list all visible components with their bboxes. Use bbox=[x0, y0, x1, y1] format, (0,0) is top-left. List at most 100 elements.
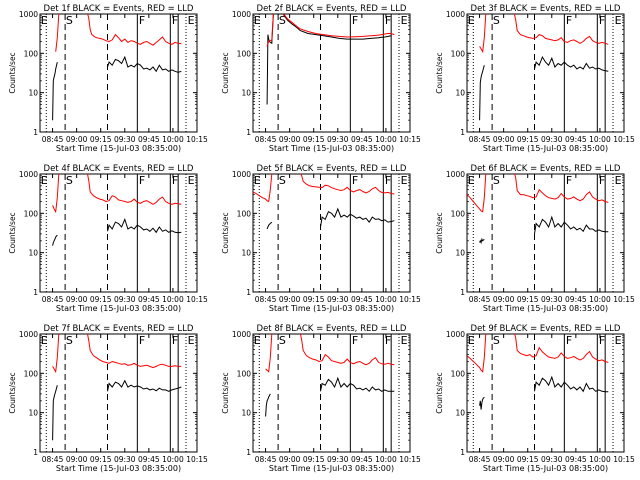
series-events-line bbox=[479, 237, 485, 245]
y-tick-label: 10 bbox=[241, 249, 251, 258]
plot-frame bbox=[39, 333, 198, 453]
panel-title: Det 2f BLACK = Events, RED = LLD bbox=[257, 4, 407, 14]
series-lld-line bbox=[52, 334, 182, 374]
marker-annotation: E bbox=[468, 334, 475, 347]
marker-annotation: E bbox=[188, 334, 195, 347]
y-tick-label: 10 bbox=[28, 89, 38, 98]
y-tick-label: 100 bbox=[451, 369, 466, 378]
marker-annotation: F bbox=[566, 174, 572, 187]
x-tick-label: 09:15 bbox=[517, 455, 539, 464]
x-tick-label: 09:00 bbox=[493, 455, 515, 464]
y-axis-label: Counts/sec bbox=[8, 212, 17, 253]
marker-annotation: E bbox=[615, 334, 622, 347]
marker-annotation: S bbox=[279, 174, 286, 187]
y-tick-label: 10 bbox=[28, 249, 38, 258]
y-tick-label: 1000 bbox=[19, 330, 38, 339]
x-tick-label: 08:45 bbox=[255, 135, 277, 144]
x-tick-label: 09:30 bbox=[327, 135, 349, 144]
y-axis-label: Counts/sec bbox=[221, 52, 230, 93]
x-tick-label: 10:00 bbox=[375, 295, 397, 304]
marker-annotation: S bbox=[279, 14, 286, 27]
y-tick-label: 10 bbox=[241, 409, 251, 418]
x-tick-label: 09:15 bbox=[90, 455, 112, 464]
x-tick-label: 09:30 bbox=[114, 135, 136, 144]
x-tick-label: 09:30 bbox=[327, 455, 349, 464]
x-tick-label: 09:45 bbox=[351, 455, 373, 464]
x-tick-label: 10:15 bbox=[613, 295, 635, 304]
x-tick-label: 10:00 bbox=[162, 135, 184, 144]
marker-annotation: S bbox=[493, 14, 500, 27]
series-lld-line bbox=[265, 334, 395, 373]
marker-annotation: F bbox=[139, 174, 145, 187]
series-events-line bbox=[534, 215, 609, 234]
panel-title: Det 1f BLACK = Events, RED = LLD bbox=[44, 4, 194, 14]
x-tick-label: 09:45 bbox=[351, 135, 373, 144]
x-tick-label: 09:00 bbox=[66, 295, 88, 304]
series-lld-line bbox=[55, 14, 182, 52]
series-events-line bbox=[534, 55, 609, 72]
panel-7: Det 7f BLACK = Events, RED = LLD 1 10 100 10… bbox=[8, 324, 208, 473]
y-tick-label: 1000 bbox=[232, 10, 251, 19]
series-events-line bbox=[265, 393, 271, 417]
panel-1: Det 1f BLACK = Events, RED = LLD 1 10 100 10… bbox=[8, 4, 208, 153]
x-tick-label: 10:15 bbox=[399, 135, 421, 144]
x-tick-label: 10:00 bbox=[589, 295, 611, 304]
y-tick-label: 100 bbox=[237, 49, 252, 58]
marker-annotation: E bbox=[41, 334, 48, 347]
y-tick-label: 10 bbox=[455, 89, 465, 98]
x-tick-label: 10:15 bbox=[399, 295, 421, 304]
marker-annotation: F bbox=[385, 14, 391, 27]
series-events-line bbox=[107, 55, 182, 73]
x-tick-label: 08:45 bbox=[255, 295, 277, 304]
plot-frame bbox=[39, 13, 198, 133]
panel-title: Det 6f BLACK = Events, RED = LLD bbox=[471, 164, 621, 174]
panel-5: Det 5f BLACK = Events, RED = LLD 1 10 100 10… bbox=[221, 164, 421, 313]
marker-annotation: E bbox=[188, 174, 195, 187]
series-events-line bbox=[52, 385, 58, 441]
marker-annotation: F bbox=[566, 334, 572, 347]
series-events-line bbox=[479, 65, 485, 121]
plot-frame bbox=[466, 333, 625, 453]
x-tick-label: 10:00 bbox=[589, 455, 611, 464]
x-tick-label: 08:45 bbox=[469, 295, 491, 304]
y-tick-label: 1 bbox=[460, 288, 465, 297]
x-tick-label: 09:15 bbox=[303, 295, 325, 304]
x-axis-label: Start Time (15-Jul-03 08:35:00) bbox=[269, 144, 394, 153]
marker-annotation: E bbox=[41, 174, 48, 187]
x-tick-label: 09:45 bbox=[565, 295, 587, 304]
marker-annotation: S bbox=[66, 334, 73, 347]
x-tick-label: 09:00 bbox=[279, 295, 301, 304]
y-tick-label: 1 bbox=[246, 448, 251, 457]
panel-3: Det 3f BLACK = Events, RED = LLD 1 10 100 10… bbox=[435, 4, 635, 153]
marker-annotation: E bbox=[615, 174, 622, 187]
series-lld-line bbox=[266, 14, 395, 47]
marker-annotation: F bbox=[352, 334, 358, 347]
y-tick-label: 100 bbox=[24, 49, 39, 58]
x-tick-label: 10:15 bbox=[399, 455, 421, 464]
marker-annotation: E bbox=[41, 14, 48, 27]
plot-frame bbox=[252, 333, 411, 453]
y-axis-label: Counts/sec bbox=[8, 52, 17, 93]
series-lld-line bbox=[467, 174, 609, 213]
series-lld-line bbox=[467, 334, 609, 373]
x-tick-label: 09:30 bbox=[114, 295, 136, 304]
x-axis-label: Start Time (15-Jul-03 08:35:00) bbox=[483, 144, 608, 153]
panel-2: Det 2f BLACK = Events, RED = LLD 1 10 100 10… bbox=[221, 4, 421, 153]
x-tick-label: 09:15 bbox=[90, 135, 112, 144]
marker-annotation: E bbox=[401, 334, 408, 347]
x-tick-label: 10:15 bbox=[186, 135, 208, 144]
series-events-line bbox=[479, 396, 485, 410]
marker-annotation: F bbox=[139, 14, 145, 27]
x-axis-label: Start Time (15-Jul-03 08:35:00) bbox=[483, 464, 608, 473]
plot-frame bbox=[39, 173, 198, 293]
x-tick-label: 09:15 bbox=[90, 295, 112, 304]
x-axis-label: Start Time (15-Jul-03 08:35:00) bbox=[483, 304, 608, 313]
marker-annotation: F bbox=[352, 14, 358, 27]
marker-annotation: F bbox=[139, 334, 145, 347]
panel-6: Det 6f BLACK = Events, RED = LLD 1 10 100 10… bbox=[435, 164, 635, 313]
plot-frame bbox=[466, 13, 625, 133]
x-axis-label: Start Time (15-Jul-03 08:35:00) bbox=[269, 464, 394, 473]
y-tick-label: 1000 bbox=[446, 10, 465, 19]
panel-title: Det 8f BLACK = Events, RED = LLD bbox=[257, 324, 407, 334]
y-tick-label: 1000 bbox=[19, 170, 38, 179]
